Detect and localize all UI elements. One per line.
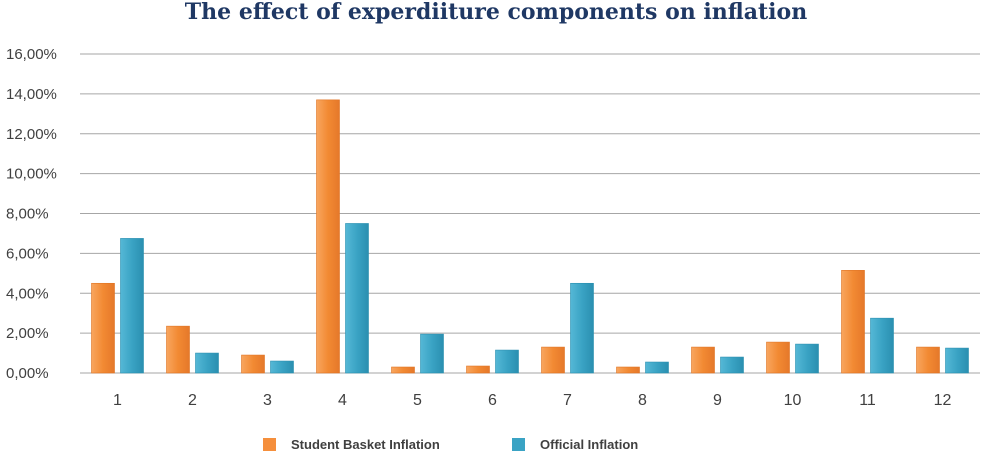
bar-student-basket-12	[916, 346, 940, 374]
x-tick-label: 12	[934, 392, 952, 409]
bar-official-10	[795, 343, 819, 374]
bar-official-7	[570, 282, 594, 374]
y-axis-ticks: 0,00% 2,00% 4,00% 6,00% 8,00% 10,00% 12,00% 14,…	[6, 46, 57, 382]
bar-official-8	[645, 361, 669, 374]
y-tick-label: 16,00%	[6, 46, 57, 63]
bar-official-9	[720, 356, 744, 374]
y-tick-label: 8,00%	[6, 206, 49, 223]
y-tick-label: 0,00%	[6, 365, 49, 382]
gridlines	[80, 53, 980, 374]
bar-student-basket-4	[316, 99, 340, 374]
bars	[91, 99, 969, 374]
legend-swatch-student-basket	[263, 438, 276, 451]
bar-student-basket-7	[541, 346, 565, 374]
x-tick-label: 5	[413, 392, 422, 409]
bar-official-6	[495, 349, 519, 374]
x-tick-label: 7	[563, 392, 572, 409]
y-tick-label: 10,00%	[6, 166, 57, 183]
bar-student-basket-8	[616, 366, 640, 374]
legend: Student Basket Inflation Official Inflati…	[263, 437, 638, 452]
x-tick-label: 9	[713, 392, 722, 409]
legend-swatch-official	[512, 438, 525, 451]
legend-label: Official Inflation	[540, 437, 638, 452]
bar-official-11	[870, 317, 894, 374]
x-tick-label: 6	[488, 392, 497, 409]
x-tick-label: 1	[113, 392, 122, 409]
bar-official-4	[345, 223, 369, 374]
y-tick-label: 12,00%	[6, 126, 57, 143]
y-tick-label: 14,00%	[6, 86, 57, 103]
y-tick-label: 4,00%	[6, 285, 49, 302]
x-tick-label: 8	[638, 392, 647, 409]
y-tick-label: 2,00%	[6, 325, 49, 342]
bar-student-basket-5	[391, 366, 415, 374]
bar-student-basket-11	[841, 270, 865, 374]
x-tick-label: 4	[338, 392, 347, 409]
bar-student-basket-3	[241, 354, 265, 374]
bar-student-basket-1	[91, 282, 115, 374]
bar-official-1	[120, 238, 144, 374]
bar-student-basket-6	[466, 365, 490, 374]
bar-official-3	[270, 360, 294, 374]
bar-student-basket-9	[691, 346, 715, 374]
legend-label: Student Basket Inflation	[291, 437, 440, 452]
bar-official-5	[420, 333, 444, 374]
bar-student-basket-2	[166, 325, 190, 374]
chart-title: The effect of experdiiture components on…	[185, 0, 807, 25]
x-axis-ticks: 1 2 3 4 5 6 7 8 9 10 11 12	[113, 392, 951, 409]
bar-student-basket-10	[766, 341, 790, 374]
x-tick-label: 11	[859, 392, 876, 409]
bar-official-2	[195, 352, 219, 374]
x-tick-label: 2	[188, 392, 197, 409]
x-tick-label: 3	[263, 392, 272, 409]
x-tick-label: 10	[784, 392, 802, 409]
y-tick-label: 6,00%	[6, 245, 49, 262]
bar-official-12	[945, 347, 969, 374]
